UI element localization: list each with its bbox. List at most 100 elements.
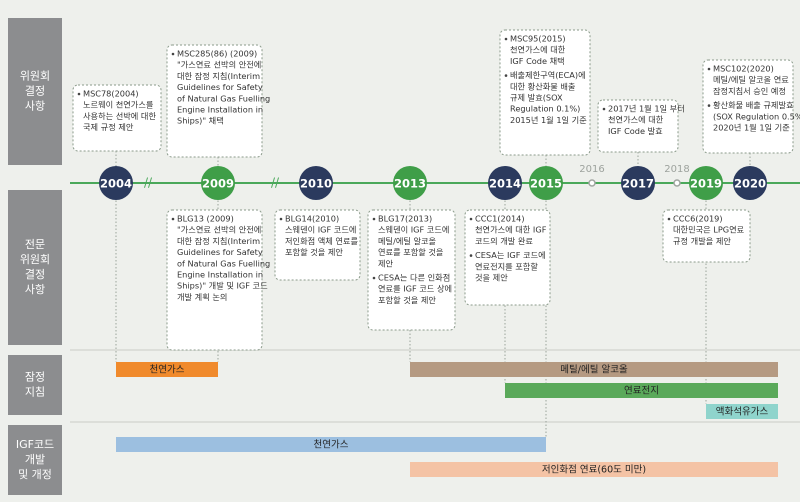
break-mark: // [271,176,280,190]
note-line: 대한민국은 LPG연료 [673,225,745,235]
note-box [702,59,794,154]
row-label: 지침 [25,386,45,399]
row-label: 결정 [25,268,45,281]
note-line: 2017년 1월 1일 부터 [608,104,685,114]
bullet [707,104,711,107]
note-line: 국제 규정 제안 [83,122,134,132]
year-circle [488,166,522,200]
note-line: CESA는 IGF 코드에 [475,250,546,260]
minor-year-dot [673,179,681,187]
note-line: 천연가스에 대한 IGF [475,225,547,235]
note-line: 연료전지를 포함할 [475,261,538,271]
row-label: 잠정 [25,371,45,384]
note-line: of Natural Gas Fuelling [177,93,270,103]
year-circle [299,166,333,200]
note-line: 규제 발효(SOX [510,93,563,103]
note-box [367,209,456,331]
note-line: 규정 개발을 제안 [673,236,731,246]
year-circle [689,166,723,200]
bullet [372,276,376,280]
note-line: CESA는 다른 인화점 [378,273,450,283]
period-bar [706,404,778,419]
note-line: (SOX Regulation 0.5%) [713,111,800,121]
year-label: 2015 [530,177,562,191]
bullet [171,52,175,56]
bar-label: 천연가스 [150,365,185,376]
note-line: MSC102(2020) [713,64,774,74]
note-line: 메틸/에틸 알코올 연료 [713,75,789,85]
note-line: 개발 계획 논의 [177,292,227,302]
row-label-box [8,355,62,415]
bar-label: 저인화점 연료(60도 미만) [542,464,646,476]
note-line: 것을 제안 [475,273,508,283]
note-line: 제안 [378,258,394,268]
bullet [504,74,508,77]
note-line: 2015년 1월 1일 기준 [510,115,587,125]
minor-year-label: 2016 [579,164,604,175]
note-line: IGF Code 발효 [608,126,663,136]
note-line: BLG13 (2009) [177,214,234,224]
bullet [707,67,711,71]
note-line: Ships)" 개발 및 IGF 코드 [177,281,268,291]
row-label: 사항 [25,100,45,113]
row-label: 위원회 [20,253,50,266]
note-line: Engine Installation in [177,270,263,280]
note-line: CCC1(2014) [475,214,525,224]
minor-year-label: 2018 [664,164,689,175]
bullet [171,217,175,221]
bar-label: 액화석유가스 [716,406,769,418]
note-box [166,44,263,158]
note-line: "가스연료 선박의 안전에 [177,225,261,235]
note-box [166,209,263,351]
note-line: Guidelines for Safety [177,247,263,257]
row-label-box [8,190,62,345]
bullet [279,217,283,221]
note-line: Engine Installation in [177,105,263,115]
note-box [72,84,162,152]
note-line: Regulation 0.1%) [510,104,580,114]
note-line: 대한 잠정 지침(Interim [177,236,260,246]
year-label: 2017 [622,177,654,191]
note-line: "가스연료 선박의 안전에 [177,60,261,70]
row-label: 사항 [25,283,45,296]
note-line: 스웨덴이 IGF 코드에 [285,225,356,235]
note-line: 노르웨이 천연가스를 [83,100,154,110]
note-line: 대한 잠정 지침(Interim [177,71,260,81]
note-box [499,29,591,156]
row-label: 전문 [25,238,45,251]
note-line: MSC285(86) (2009) [177,49,257,59]
note-line: 연료를 IGF 코드 상에 [378,284,452,294]
period-bar [505,383,778,398]
bullet [602,107,606,111]
year-circle [733,166,767,200]
period-bar [410,462,778,477]
bar-label: 천연가스 [314,440,349,451]
bullet [469,217,473,221]
year-circle [621,166,655,200]
row-label: IGF코드 [16,438,54,451]
year-label: 2019 [690,177,722,191]
year-circle [393,166,427,200]
note-box [662,209,751,263]
note-line: 연료를 포함할 것을 [378,247,444,257]
row-label: 개발 [25,453,45,466]
note-box [274,209,361,281]
row-label: 결정 [25,85,45,98]
note-line: 메틸/에틸 알코올 [378,236,437,246]
period-bar [116,362,218,377]
year-label: 2013 [394,177,426,191]
note-line: 천연가스에 대한 [510,45,566,55]
year-label: 2010 [300,177,332,191]
period-bar [410,362,778,377]
bullet [504,37,508,41]
year-label: 2020 [734,177,766,191]
row-label: 및 개정 [18,468,52,481]
year-label: 2004 [100,177,132,191]
note-line: BLG17(2013) [378,214,432,224]
note-line: 대한 황산화물 배출 [510,81,576,91]
bar-label: 메틸/에틸 알코올 [560,364,628,376]
note-line: 코드의 개발 완료 [475,236,533,246]
year-circle [99,166,133,200]
note-line: 천연가스에 대한 [608,115,664,125]
note-line: CCC6(2019) [673,214,723,224]
